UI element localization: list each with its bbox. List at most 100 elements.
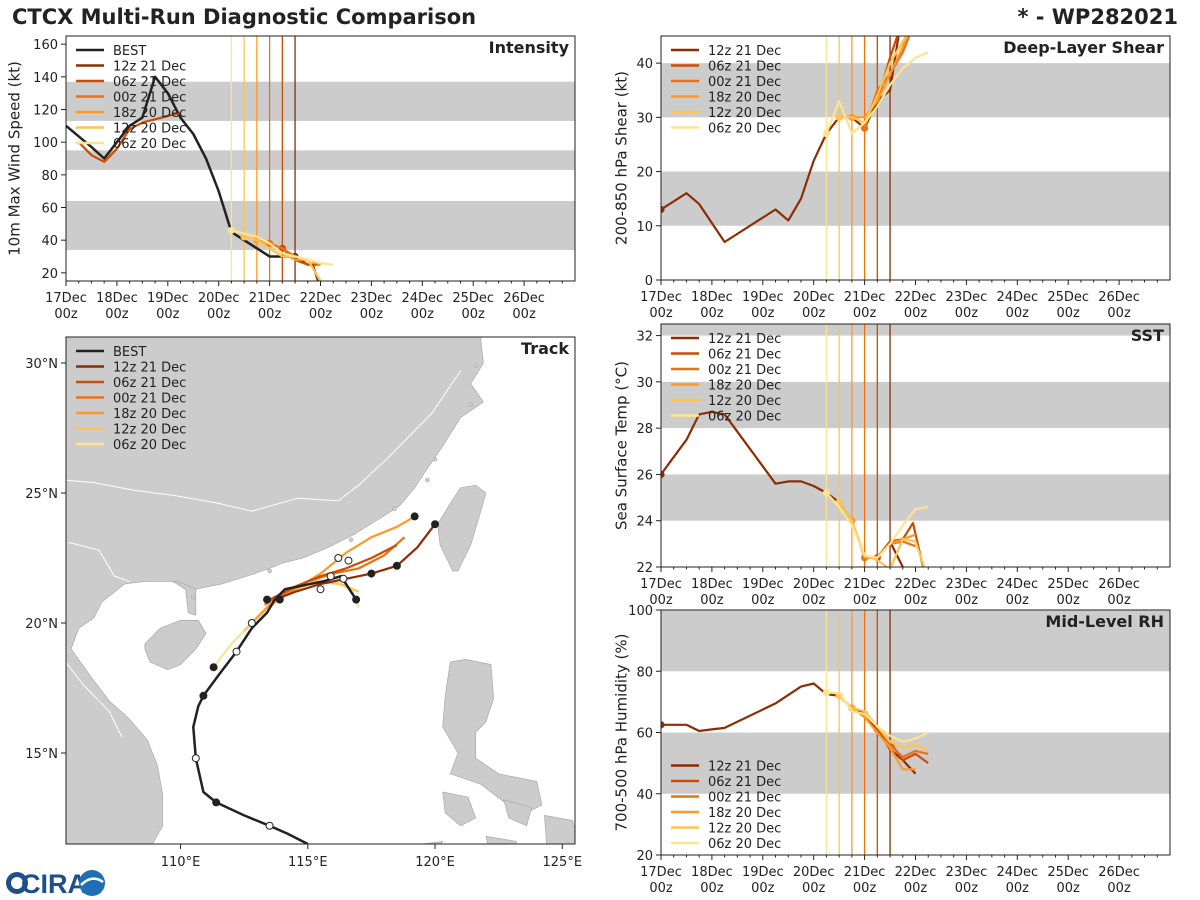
panay-island	[485, 835, 517, 844]
track-position-marker	[367, 569, 376, 578]
rh-ytick-label: 100	[628, 604, 653, 619]
intensity-series-early-runs	[77, 111, 181, 163]
intensity-xtick-label: 00z	[258, 307, 282, 322]
sst-band-1	[661, 381, 1170, 429]
shear-panel: 17Dec00z18Dec00z19Dec00z20Dec00z21Dec00z…	[613, 35, 1171, 321]
intensity-band-1	[66, 150, 575, 170]
coastal-islet	[267, 568, 272, 574]
sst-panel: 17Dec00z18Dec00z19Dec00z20Dec00z21Dec00z…	[613, 323, 1171, 608]
sst-ylabel: Sea Surface Temp (°C)	[613, 361, 631, 530]
track-position-marker	[191, 754, 200, 763]
shear-xtick-label: 00z	[751, 306, 775, 321]
rh-xtick-label: 00z	[1057, 881, 1081, 896]
intensity-legend-label: 12z 20 Dec	[113, 122, 186, 137]
track-position-marker	[410, 512, 419, 521]
page-title: CTCX Multi-Run Diagnostic Comparison	[12, 5, 477, 29]
sst-xtick-label: 00z	[1107, 593, 1131, 608]
intensity-legend-label: 12z 21 Dec	[113, 60, 186, 75]
intensity-xtick-label: 17Dec	[45, 291, 87, 306]
rh-xtick-label: 23Dec	[946, 865, 988, 880]
shear-xtick-label: 24Dec	[996, 290, 1038, 305]
coastal-islet	[425, 477, 430, 483]
intensity-legend-label: 18z 20 Dec	[113, 106, 186, 121]
rh-legend-label: 12z 21 Dec	[708, 760, 781, 775]
rh-ytick-label: 20	[636, 849, 653, 864]
sst-band-2	[661, 324, 1170, 336]
intensity-ytick-label: 120	[33, 104, 58, 119]
intensity-xtick-label: 23Dec	[351, 291, 393, 306]
rh-series-12z-20-dec	[838, 695, 929, 752]
rh-xtick-label: 00z	[802, 881, 826, 896]
shear-xtick-label: 00z	[700, 306, 724, 321]
intensity-init-point	[227, 226, 236, 234]
intensity-title: Intensity	[489, 38, 570, 57]
shear-title: Deep-Layer Shear	[1003, 38, 1164, 57]
track-legend-label: 12z 21 Dec	[113, 361, 186, 376]
sst-xtick-label: 00z	[751, 593, 775, 608]
shear-xtick-label: 00z	[649, 306, 673, 321]
rh-xtick-label: 00z	[955, 881, 979, 896]
intensity-ytick-label: 80	[41, 169, 58, 184]
track-title: Track	[521, 339, 569, 358]
rh-xtick-label: 00z	[853, 881, 877, 896]
intensity-legend-label: 06z 21 Dec	[113, 75, 186, 90]
rh-init-point	[822, 689, 831, 697]
shear-series-06z-20-dec	[825, 51, 929, 135]
sst-xtick-label: 26Dec	[1098, 577, 1140, 592]
shear-init-point	[661, 205, 665, 214]
intensity-xtick-label: 19Dec	[147, 291, 189, 306]
storm-id-label: * - WP282021	[1017, 5, 1178, 29]
intensity-ytick-label: 100	[33, 136, 58, 151]
intensity-series-best	[66, 75, 296, 258]
sst-xtick-label: 25Dec	[1047, 577, 1089, 592]
cira-logo: CIRA	[6, 869, 105, 898]
intensity-xtick-label: 20Dec	[198, 291, 240, 306]
sst-xtick-label: 00z	[802, 593, 826, 608]
rh-xtick-label: 22Dec	[895, 865, 937, 880]
sst-band-0	[661, 474, 1170, 521]
track-legend-label: 12z 20 Dec	[113, 423, 186, 438]
sst-ytick-label: 28	[636, 422, 653, 437]
shear-xtick-label: 23Dec	[946, 290, 988, 305]
luzon-island	[442, 659, 543, 816]
track-series-group	[191, 512, 440, 844]
sst-series-group	[661, 410, 929, 567]
shear-xtick-label: 18Dec	[691, 290, 733, 305]
intensity-xtick-label: 00z	[360, 307, 384, 322]
rh-xtick-label: 20Dec	[793, 865, 835, 880]
sst-legend-label: 06z 20 Dec	[708, 410, 781, 425]
rh-ytick-label: 80	[636, 665, 653, 680]
sst-xtick-label: 00z	[853, 593, 877, 608]
shear-legend-label: 00z 21 Dec	[708, 75, 781, 90]
sst-title: SST	[1131, 326, 1164, 345]
sst-ytick-label: 30	[636, 376, 653, 391]
rh-legend-label: 12z 20 Dec	[708, 822, 781, 837]
sst-xtick-label: 00z	[955, 593, 979, 608]
shear-ytick-label: 30	[636, 111, 653, 126]
track-ytick-label: 30°N	[25, 357, 58, 372]
rh-band-0	[661, 732, 1170, 794]
track-position-marker	[334, 554, 343, 562]
shear-xtick-label: 00z	[1057, 306, 1081, 321]
track-position-marker	[247, 619, 256, 627]
shear-xtick-label: 22Dec	[895, 290, 937, 305]
shear-legend-label: 06z 20 Dec	[708, 122, 781, 137]
intensity-xtick-label: 00z	[462, 307, 486, 322]
shear-xtick-label: 19Dec	[742, 290, 784, 305]
track-position-marker	[339, 574, 348, 583]
track-legend-label: 06z 21 Dec	[113, 376, 186, 391]
track-legend-label: BEST	[113, 345, 146, 360]
intensity-xtick-label: 22Dec	[300, 291, 342, 306]
rh-xtick-label: 00z	[1006, 881, 1030, 896]
rh-xtick-label: 00z	[649, 881, 673, 896]
sst-xtick-label: 00z	[904, 593, 928, 608]
intensity-xtick-label: 26Dec	[503, 291, 545, 306]
intensity-xtick-label: 00z	[411, 307, 435, 322]
mindoro-island	[442, 791, 477, 827]
shear-xtick-label: 21Dec	[844, 290, 886, 305]
intensity-xtick-label: 18Dec	[96, 291, 138, 306]
rh-xtick-label: 17Dec	[640, 865, 682, 880]
shear-xtick-label: 00z	[802, 306, 826, 321]
rh-ytick-label: 60	[636, 727, 653, 742]
track-12z-21-dec	[274, 523, 436, 601]
